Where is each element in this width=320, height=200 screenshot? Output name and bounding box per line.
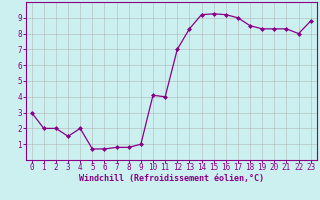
X-axis label: Windchill (Refroidissement éolien,°C): Windchill (Refroidissement éolien,°C) xyxy=(79,174,264,183)
